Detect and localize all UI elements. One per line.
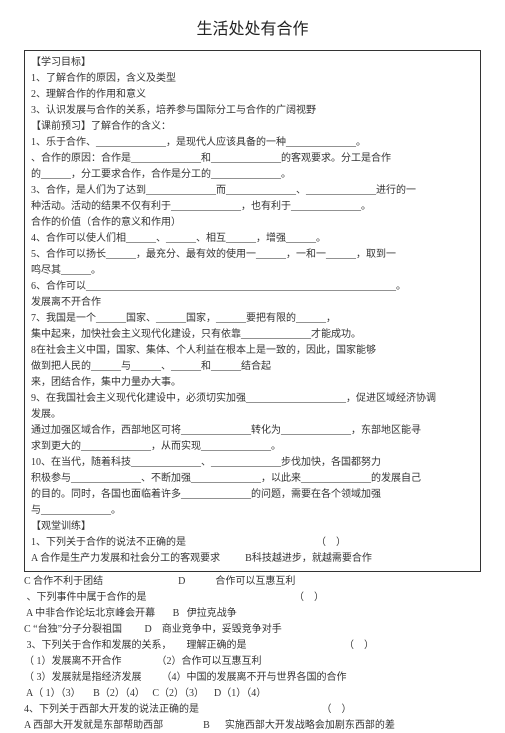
- text-line: 来，团结合作，集中力量办大事。: [31, 375, 474, 390]
- text-line: A 合作是生产力发展和社会分工的客观要求 B科技越进步，就越需要合作: [31, 551, 474, 566]
- text-line: 合作的价值（合作的意义和作用）: [31, 215, 474, 230]
- text-line: 4、下列关于西部大开发的说法正确的是 （ ）: [24, 702, 481, 717]
- text-line: 的______，分工要求合作，合作是分工的______________。: [31, 167, 474, 182]
- text-line: 3、合作，是人们为了达到______________而_____________…: [31, 183, 474, 198]
- text-line: 发展。: [31, 407, 474, 422]
- text-line: 、合作的原因：合作是______________和______________的…: [31, 151, 474, 166]
- text-line: A（ 1）（3） B（2）（4） C（2）（3） D（1）（4）: [24, 686, 481, 701]
- text-line: 与______________。: [31, 503, 474, 518]
- text-line: 【学习目标】: [31, 55, 474, 70]
- text-line: 种活动。活动的结果不仅有利于______________，也有利于_______…: [31, 199, 474, 214]
- text-line: C 合作不利于团结 D 合作可以互惠互利: [24, 574, 481, 589]
- text-line: A 中非合作论坛北京峰会开幕 B 伊拉克战争: [24, 606, 481, 621]
- text-line: 5、合作可以扬长______，最充分、最有效的使用一______，一和一____…: [31, 247, 474, 262]
- text-line: 积极参与______________、不断加强______________，以此…: [31, 471, 474, 486]
- text-line: （ 3）发展就是指经济发展 （4）中国的发展离不开与世界各国的合作: [24, 670, 481, 685]
- text-line: 【观堂训练】: [31, 519, 474, 534]
- text-line: 9、在我国社会主义现代化建设中，必须切实加强__________________…: [31, 391, 474, 406]
- text-line: A 西部大开发就是东部帮助西部 B 实施西部大开发战略会加剧东西部的差: [24, 718, 481, 733]
- text-line: 8在社会主义中国，国家、集体、个人利益在根本上是一致的，因此，国家能够: [31, 343, 474, 358]
- text-line: 【课前预习】了解合作的含义：: [31, 119, 474, 134]
- boxed-section: 【学习目标】1、了解合作的原因，含义及类型2、理解合作的作用和意义3、认识发展与…: [24, 50, 481, 572]
- text-line: 通过加强区域合作，西部地区可将______________转化为________…: [31, 423, 474, 438]
- text-line: 的目的。同时，各国也面临着许多______________的问题，需要在各个领域…: [31, 487, 474, 502]
- text-line: 10、在当代，随着科技______________、______________…: [31, 455, 474, 470]
- text-line: （ 1）发展离不开合作 （2）合作可以互惠互利: [24, 654, 481, 669]
- text-line: 6、合作可以__________________________________…: [31, 279, 474, 294]
- text-line: 求到更大的______________，从而实现______________。: [31, 439, 474, 454]
- page-title: 生活处处有合作: [24, 18, 481, 42]
- text-line: 、下列事件中属于合作的是 （ ）: [24, 590, 481, 605]
- text-line: 3、认识发展与合作的关系，培养参与国际分工与合作的广阔视野: [31, 103, 474, 118]
- text-line: 做到把人民的______与______、______和______结合起: [31, 359, 474, 374]
- text-line: 1、乐于合作、______________，是现代人应该具备的一种_______…: [31, 135, 474, 150]
- text-line: 鸣尽其______。: [31, 263, 474, 278]
- text-line: 1、下列关于合作的说法不正确的是 （ ）: [31, 535, 474, 550]
- text-line: 2、理解合作的作用和意义: [31, 87, 474, 102]
- text-line: 发展离不开合作: [31, 295, 474, 310]
- text-line: 集中起来，加快社会主义现代化建设，只有依靠______________才能成功。: [31, 327, 474, 342]
- after-section: C 合作不利于团结 D 合作可以互惠互利 、下列事件中属于合作的是 （ ） A …: [24, 574, 481, 733]
- text-line: C “台独”分子分裂祖国 D 商业竞争中，妥毁竞争对手: [24, 622, 481, 637]
- text-line: 4、合作可以使人们相______、______、相互______，增强_____…: [31, 231, 474, 246]
- text-line: 7、我国是一个______国家、______国家，______要把有限的____…: [31, 311, 474, 326]
- text-line: 1、了解合作的原因，含义及类型: [31, 71, 474, 86]
- text-line: 3、下列关于合作和发展的关系， 理解正确的是 （ ）: [24, 638, 481, 653]
